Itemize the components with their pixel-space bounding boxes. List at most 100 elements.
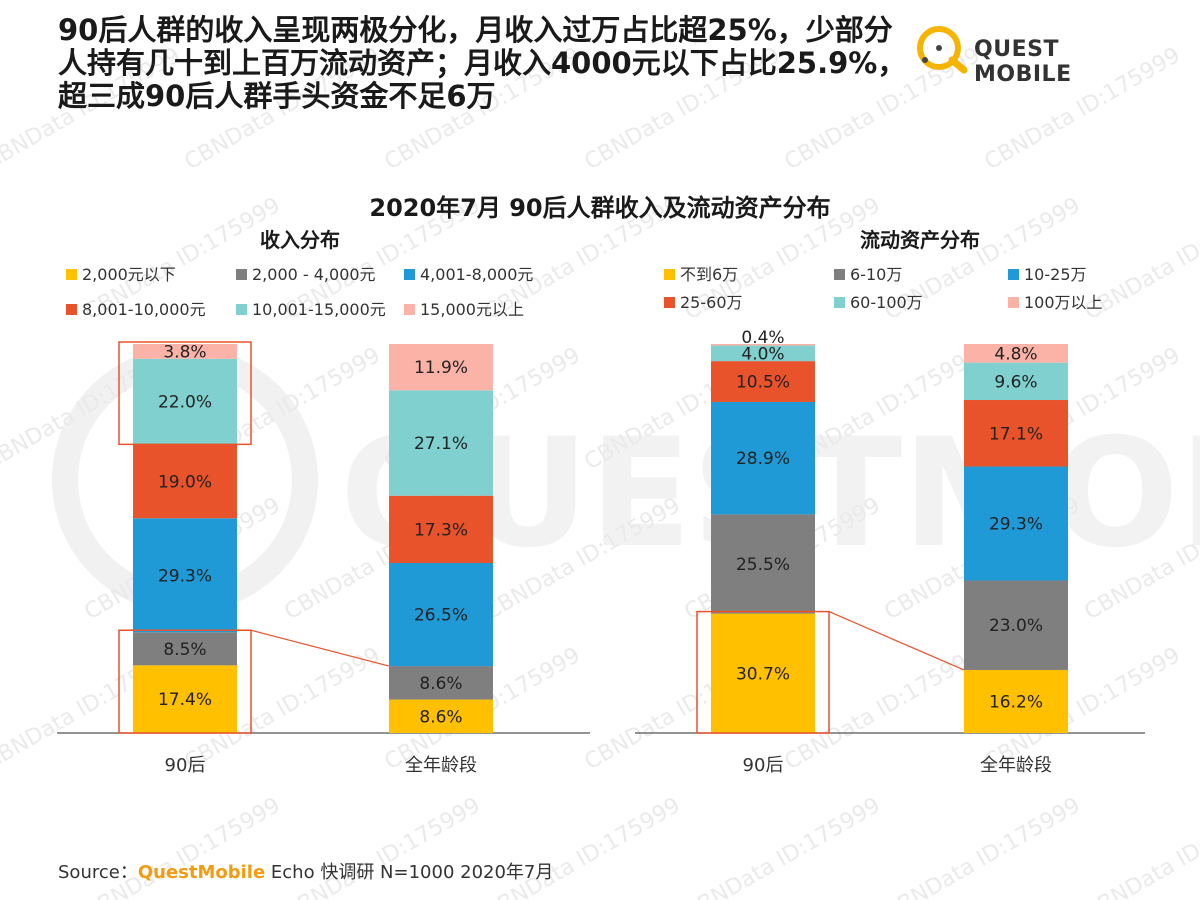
data-label: 22.0% <box>158 393 212 413</box>
legend-swatch <box>834 269 845 280</box>
data-label: 19.0% <box>158 472 212 492</box>
data-label: 8.6% <box>419 674 462 694</box>
bar-segment <box>133 344 237 359</box>
bar-segment <box>964 466 1068 581</box>
data-label: 29.3% <box>158 566 212 586</box>
data-label: 26.5% <box>414 606 468 626</box>
data-label: 30.7% <box>736 664 790 684</box>
legend-swatch <box>1008 269 1019 280</box>
bar-segment <box>711 345 815 362</box>
legend-label: 4,001-8,000元 <box>420 265 534 284</box>
legend-label: 25-60万 <box>680 293 743 312</box>
category-label: 90后 <box>165 755 206 776</box>
legend-label: 2,000 - 4,000元 <box>252 265 376 284</box>
bar-segment <box>711 613 815 733</box>
legend-item: 10,001-15,000元 <box>236 296 386 320</box>
data-label: 11.9% <box>414 358 468 378</box>
category-label: 全年龄段 <box>405 755 477 776</box>
highlight-box <box>118 629 252 734</box>
quest-mobile-logo-text: QUEST MOBILE <box>974 37 1072 87</box>
legend-item: 不到6万 <box>664 261 738 285</box>
highlight-box <box>118 341 252 446</box>
data-label: 8.6% <box>419 707 462 727</box>
highlight-connector <box>828 611 965 671</box>
legend-label: 100万以上 <box>1024 293 1103 312</box>
source-prefix: Source： <box>58 862 138 883</box>
legend-item: 60-100万 <box>834 289 923 313</box>
legend-label: 不到6万 <box>680 265 739 284</box>
legend-item: 2,000 - 4,000元 <box>236 261 376 285</box>
legend-swatch <box>404 304 415 315</box>
headline: 90后人群的收入呈现两极分化，月收入过万占比超25%，少部分 人持有几十到上百万… <box>58 14 908 113</box>
legend-item: 8,001-10,000元 <box>66 296 206 320</box>
panel-title-assets: 流动资产分布 <box>860 228 980 252</box>
bar-segment <box>133 518 237 633</box>
data-label: 0.4% <box>741 328 784 348</box>
legend-swatch <box>664 297 675 308</box>
legend-label: 6-10万 <box>850 265 903 284</box>
legend-item: 100万以上 <box>1008 289 1103 313</box>
data-label: 28.9% <box>736 449 790 469</box>
legend-swatch <box>236 269 247 280</box>
bar-segment <box>133 665 237 733</box>
legend-swatch <box>236 304 247 315</box>
data-label: 8.5% <box>163 640 206 660</box>
data-label: 3.8% <box>163 342 206 362</box>
data-label: 16.2% <box>989 692 1043 712</box>
legend-item: 10-25万 <box>1008 261 1087 285</box>
chart-title: 2020年7月 90后人群收入及流动资产分布 <box>369 194 831 222</box>
source-rest: Echo 快调研 N=1000 2020年7月 <box>265 862 554 883</box>
bar-segment <box>964 669 1068 733</box>
quest-mobile-logo: QUEST MOBILE <box>912 20 1152 87</box>
legend-swatch <box>66 304 77 315</box>
data-label: 17.1% <box>989 424 1043 444</box>
headline-line-1: 90后人群的收入呈现两极分化，月收入过万占比超25%，少部分 <box>58 13 893 47</box>
source-brand: QuestMobile <box>137 862 266 883</box>
legend-swatch <box>66 269 77 280</box>
data-label: 17.3% <box>414 520 468 540</box>
data-label: 4.0% <box>741 344 784 364</box>
bar-segment <box>389 699 493 733</box>
data-label: 29.3% <box>989 515 1043 535</box>
data-label: 9.6% <box>994 372 1037 392</box>
legend-label: 60-100万 <box>850 293 923 312</box>
legend-swatch <box>834 297 845 308</box>
legend-item: 6-10万 <box>834 261 902 285</box>
bar-segment <box>711 401 815 515</box>
highlight-box <box>696 610 830 734</box>
data-label: 27.1% <box>414 434 468 454</box>
bar-segment <box>964 344 1068 363</box>
bar-segment <box>964 400 1068 467</box>
bar-segment <box>389 666 493 700</box>
bar-segment <box>964 362 1068 401</box>
legend-swatch <box>1008 297 1019 308</box>
legend-item: 25-60万 <box>664 289 743 313</box>
legend-label: 10,001-15,000元 <box>252 300 386 319</box>
data-label: 25.5% <box>736 555 790 575</box>
legend-label: 2,000元以下 <box>82 265 176 284</box>
bar-segment <box>133 358 237 445</box>
category-label: 90后 <box>743 755 784 776</box>
legend-item: 15,000元以上 <box>404 296 524 320</box>
headline-line-2: 人持有几十到上百万流动资产；月收入4000元以下占比25.9%， <box>58 46 907 80</box>
bar-segment <box>389 390 493 496</box>
legend-swatch <box>404 269 415 280</box>
legend-swatch <box>664 269 675 280</box>
quest-mobile-logo-icon <box>917 26 968 74</box>
highlight-connector <box>250 629 390 667</box>
headline-line-3: 超三成90后人群手头资金不足6万 <box>58 79 496 113</box>
bar-segment <box>133 632 237 666</box>
legend-label: 10-25万 <box>1024 265 1087 284</box>
bar-segment <box>133 444 237 519</box>
legend-item: 4,001-8,000元 <box>404 261 533 285</box>
panel-title-income: 收入分布 <box>260 228 340 252</box>
bar-segment <box>711 514 815 614</box>
bar-segment <box>389 344 493 391</box>
data-label: 4.8% <box>994 344 1037 364</box>
data-label: 10.5% <box>736 373 790 393</box>
bar-segment <box>964 580 1068 670</box>
legend-item: 2,000元以下 <box>66 261 176 285</box>
category-label: 全年龄段 <box>980 755 1052 776</box>
bar-segment <box>389 563 493 667</box>
